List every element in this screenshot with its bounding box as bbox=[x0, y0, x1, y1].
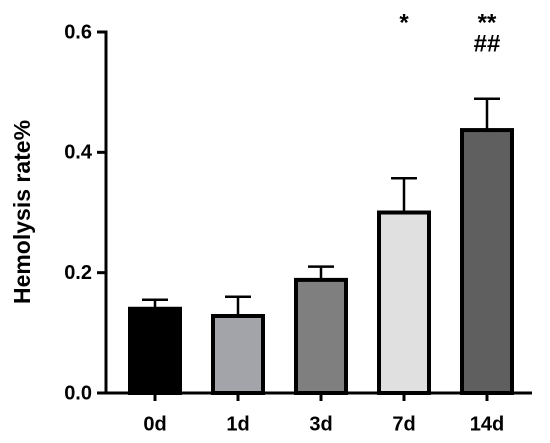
y-tick-label: 0.6 bbox=[64, 21, 92, 43]
bar bbox=[211, 313, 265, 395]
significance-mark: ** bbox=[478, 9, 497, 36]
x-tick-label: 7d bbox=[392, 413, 415, 435]
bar bbox=[377, 210, 431, 395]
x-tick-label: 14d bbox=[470, 413, 504, 435]
y-tick-label: 0.2 bbox=[64, 262, 92, 284]
bar bbox=[128, 306, 182, 395]
bar bbox=[294, 277, 348, 395]
x-tick-label: 3d bbox=[309, 413, 332, 435]
significance-mark: ## bbox=[474, 30, 501, 57]
significance-mark: * bbox=[399, 9, 409, 36]
x-tick-label: 1d bbox=[226, 413, 249, 435]
y-tick-label: 0.0 bbox=[64, 382, 92, 404]
y-axis-label: Hemolysis rate% bbox=[9, 120, 35, 304]
x-tick-label: 0d bbox=[143, 413, 166, 435]
bar bbox=[460, 128, 514, 396]
y-tick-label: 0.4 bbox=[64, 142, 93, 164]
